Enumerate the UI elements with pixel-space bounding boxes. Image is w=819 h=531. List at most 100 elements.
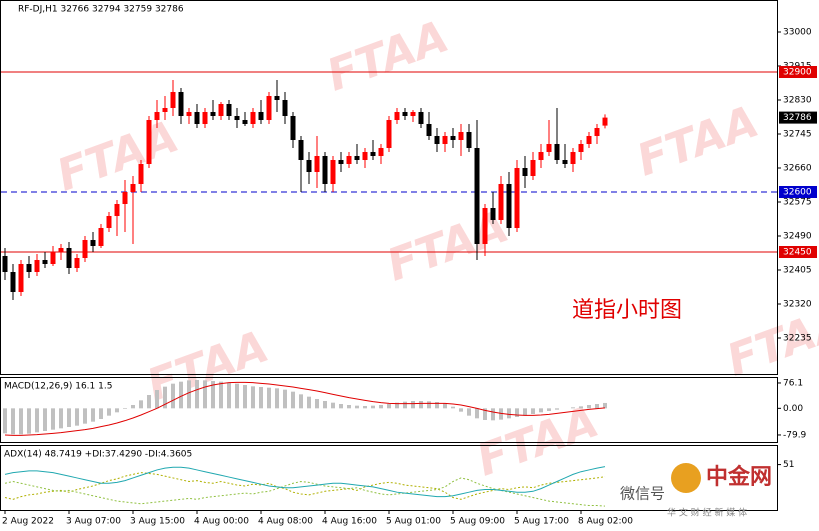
candle-body	[138, 164, 144, 184]
candle-body	[450, 136, 456, 140]
candle-body	[242, 120, 248, 124]
x-tick-label: 4 Aug 00:00	[194, 517, 249, 527]
candle-body	[26, 264, 32, 272]
macd-bar	[235, 383, 239, 409]
candle-body	[506, 184, 512, 228]
macd-bar	[547, 408, 551, 411]
candle-body	[146, 120, 152, 164]
macd-bar	[187, 380, 191, 409]
macd-bar	[595, 404, 599, 409]
macd-bar	[419, 401, 423, 409]
macd-bar	[539, 408, 543, 413]
macd-bar	[211, 381, 215, 409]
candle-body	[514, 168, 520, 228]
main-panel	[0, 0, 778, 375]
macd-bar	[123, 408, 127, 409]
macd-bar	[243, 385, 247, 409]
macd-bar	[267, 387, 271, 409]
macd-bar	[219, 381, 223, 409]
macd-bar	[203, 380, 207, 409]
x-tick-label: 3 Aug 15:00	[130, 517, 185, 527]
x-tick-label: 3 Aug 07:00	[66, 517, 121, 527]
y-tick-label: 32235	[783, 334, 812, 344]
macd-bar	[163, 386, 167, 409]
macd-bar	[443, 403, 447, 409]
candle-body	[578, 144, 584, 152]
candle-body	[186, 112, 192, 116]
level-label: 32900	[783, 68, 812, 78]
x-tick-label: 8 Aug 02:00	[578, 517, 633, 527]
level-label: 32450	[783, 248, 812, 258]
macd-title: MACD(12,26,9) 16.1 1.5	[4, 382, 112, 392]
candle-body	[482, 208, 488, 244]
macd-bar	[251, 386, 255, 409]
candle-body	[90, 240, 96, 246]
macd-bar	[155, 390, 159, 409]
candle-body	[74, 258, 80, 268]
candle-body	[234, 116, 240, 120]
macd-bar	[19, 408, 23, 435]
macd-bar	[379, 405, 383, 409]
x-tick-label: 5 Aug 17:00	[514, 517, 569, 527]
macd-bar	[43, 408, 47, 431]
candle-body	[434, 136, 440, 144]
level-label-box	[779, 66, 817, 78]
macd-bar	[435, 402, 439, 409]
y-tick-label: 32660	[783, 164, 812, 174]
x-tick-label: 2 Aug 2022	[2, 517, 54, 527]
signal-line	[4, 381, 606, 436]
macd-bar	[147, 395, 151, 409]
level-label: 32600	[783, 188, 812, 198]
y-tick-label: -79.9	[783, 430, 807, 440]
candle-body	[98, 228, 104, 246]
macd-bar	[91, 408, 95, 422]
macd-bar	[523, 408, 527, 416]
y-tick-label: 32575	[783, 198, 812, 208]
macd-bar	[195, 380, 199, 409]
macd-bar	[507, 408, 511, 419]
macd-bar	[131, 405, 135, 409]
macd-bar	[499, 408, 503, 420]
candle-body	[386, 120, 392, 148]
x-tick-label: 4 Aug 08:00	[258, 517, 313, 527]
logo: 微信号 中金网 华 文 财 经 新 媒 体	[620, 463, 772, 519]
candle-body	[370, 152, 376, 156]
macd-bar	[299, 394, 303, 409]
main-title: RF-DJ,H1 32766 32794 32759 32786	[18, 5, 184, 15]
macd-bar	[171, 383, 175, 409]
candle-body	[266, 96, 272, 120]
macd-bar	[315, 399, 319, 409]
candle-body	[330, 160, 336, 184]
candle-body	[18, 264, 24, 292]
macd-panel	[0, 377, 778, 443]
logo-wechat: 微信号	[620, 485, 665, 503]
candle-body	[122, 192, 128, 204]
macd-bar	[323, 401, 327, 409]
candle-body	[50, 252, 56, 264]
macd-bar	[59, 408, 63, 429]
macd-bar	[179, 381, 183, 409]
candle-body	[554, 144, 560, 160]
macd-bar	[27, 408, 31, 434]
candle-body	[570, 152, 576, 164]
macd-bar	[475, 408, 479, 419]
candle-body	[170, 92, 176, 108]
annotation: 道指小时图	[572, 298, 682, 323]
minus-di-line	[4, 477, 606, 507]
candle-body	[250, 112, 256, 124]
candle-body	[594, 128, 600, 136]
candle-body	[106, 216, 112, 228]
macd-bar	[459, 408, 463, 412]
candle-body	[130, 184, 136, 192]
macd-bar	[491, 408, 495, 421]
candle-body	[466, 132, 472, 148]
candle-body	[42, 260, 48, 264]
macd-bar	[11, 408, 15, 435]
logo-icon	[671, 463, 701, 493]
y-tick-label: 32745	[783, 130, 812, 140]
macd-bar	[395, 402, 399, 409]
macd-bar	[139, 400, 143, 409]
candle-body	[34, 260, 40, 272]
x-tick-label: 5 Aug 09:00	[450, 517, 505, 527]
candle-body	[154, 112, 160, 120]
